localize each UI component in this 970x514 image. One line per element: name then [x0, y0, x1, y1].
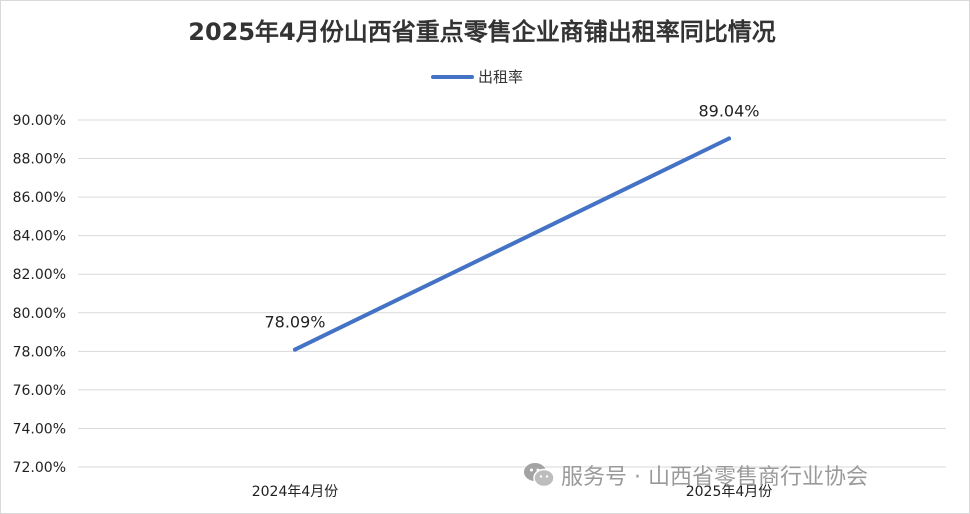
- y-tick-label: 78.00%: [13, 344, 66, 360]
- y-tick-label: 86.00%: [13, 190, 66, 206]
- series-layer: [293, 136, 731, 352]
- y-axis-ticks: 72.00% 74.00% 76.00% 78.00% 80.00% 82.00% 84.0…: [13, 113, 66, 476]
- chart-title: 2025年4月份山西省重点零售企业商铺出租率同比情况: [188, 18, 776, 46]
- series-line: [293, 136, 731, 352]
- watermark-text: 服务号 · 山西省零售商行业协会: [561, 465, 868, 490]
- data-label: 78.09%: [264, 313, 325, 332]
- y-tick-label: 76.00%: [13, 383, 66, 399]
- x-tick-label: 2025年4月份: [686, 484, 773, 500]
- wechat-icon: [524, 463, 555, 488]
- legend: 出租率: [431, 68, 523, 86]
- legend-label: 出租率: [478, 68, 523, 86]
- y-tick-label: 88.00%: [13, 152, 66, 168]
- data-point: [727, 136, 731, 141]
- data-label: 89.04%: [698, 102, 759, 121]
- y-tick-label: 90.00%: [13, 113, 66, 129]
- data-point: [293, 347, 297, 352]
- y-tick-label: 80.00%: [13, 306, 66, 322]
- data-labels: 78.09% 89.04%: [264, 102, 759, 332]
- y-tick-label: 84.00%: [13, 229, 66, 245]
- watermark: 服务号 · 山西省零售商行业协会: [523, 458, 868, 492]
- y-tick-label: 74.00%: [13, 421, 66, 437]
- x-axis-ticks: 2024年4月份 2025年4月份: [252, 484, 773, 500]
- y-tick-label: 82.00%: [13, 267, 66, 283]
- y-tick-label: 72.00%: [13, 460, 66, 476]
- x-tick-label: 2024年4月份: [252, 484, 339, 500]
- gridlines: [78, 119, 946, 468]
